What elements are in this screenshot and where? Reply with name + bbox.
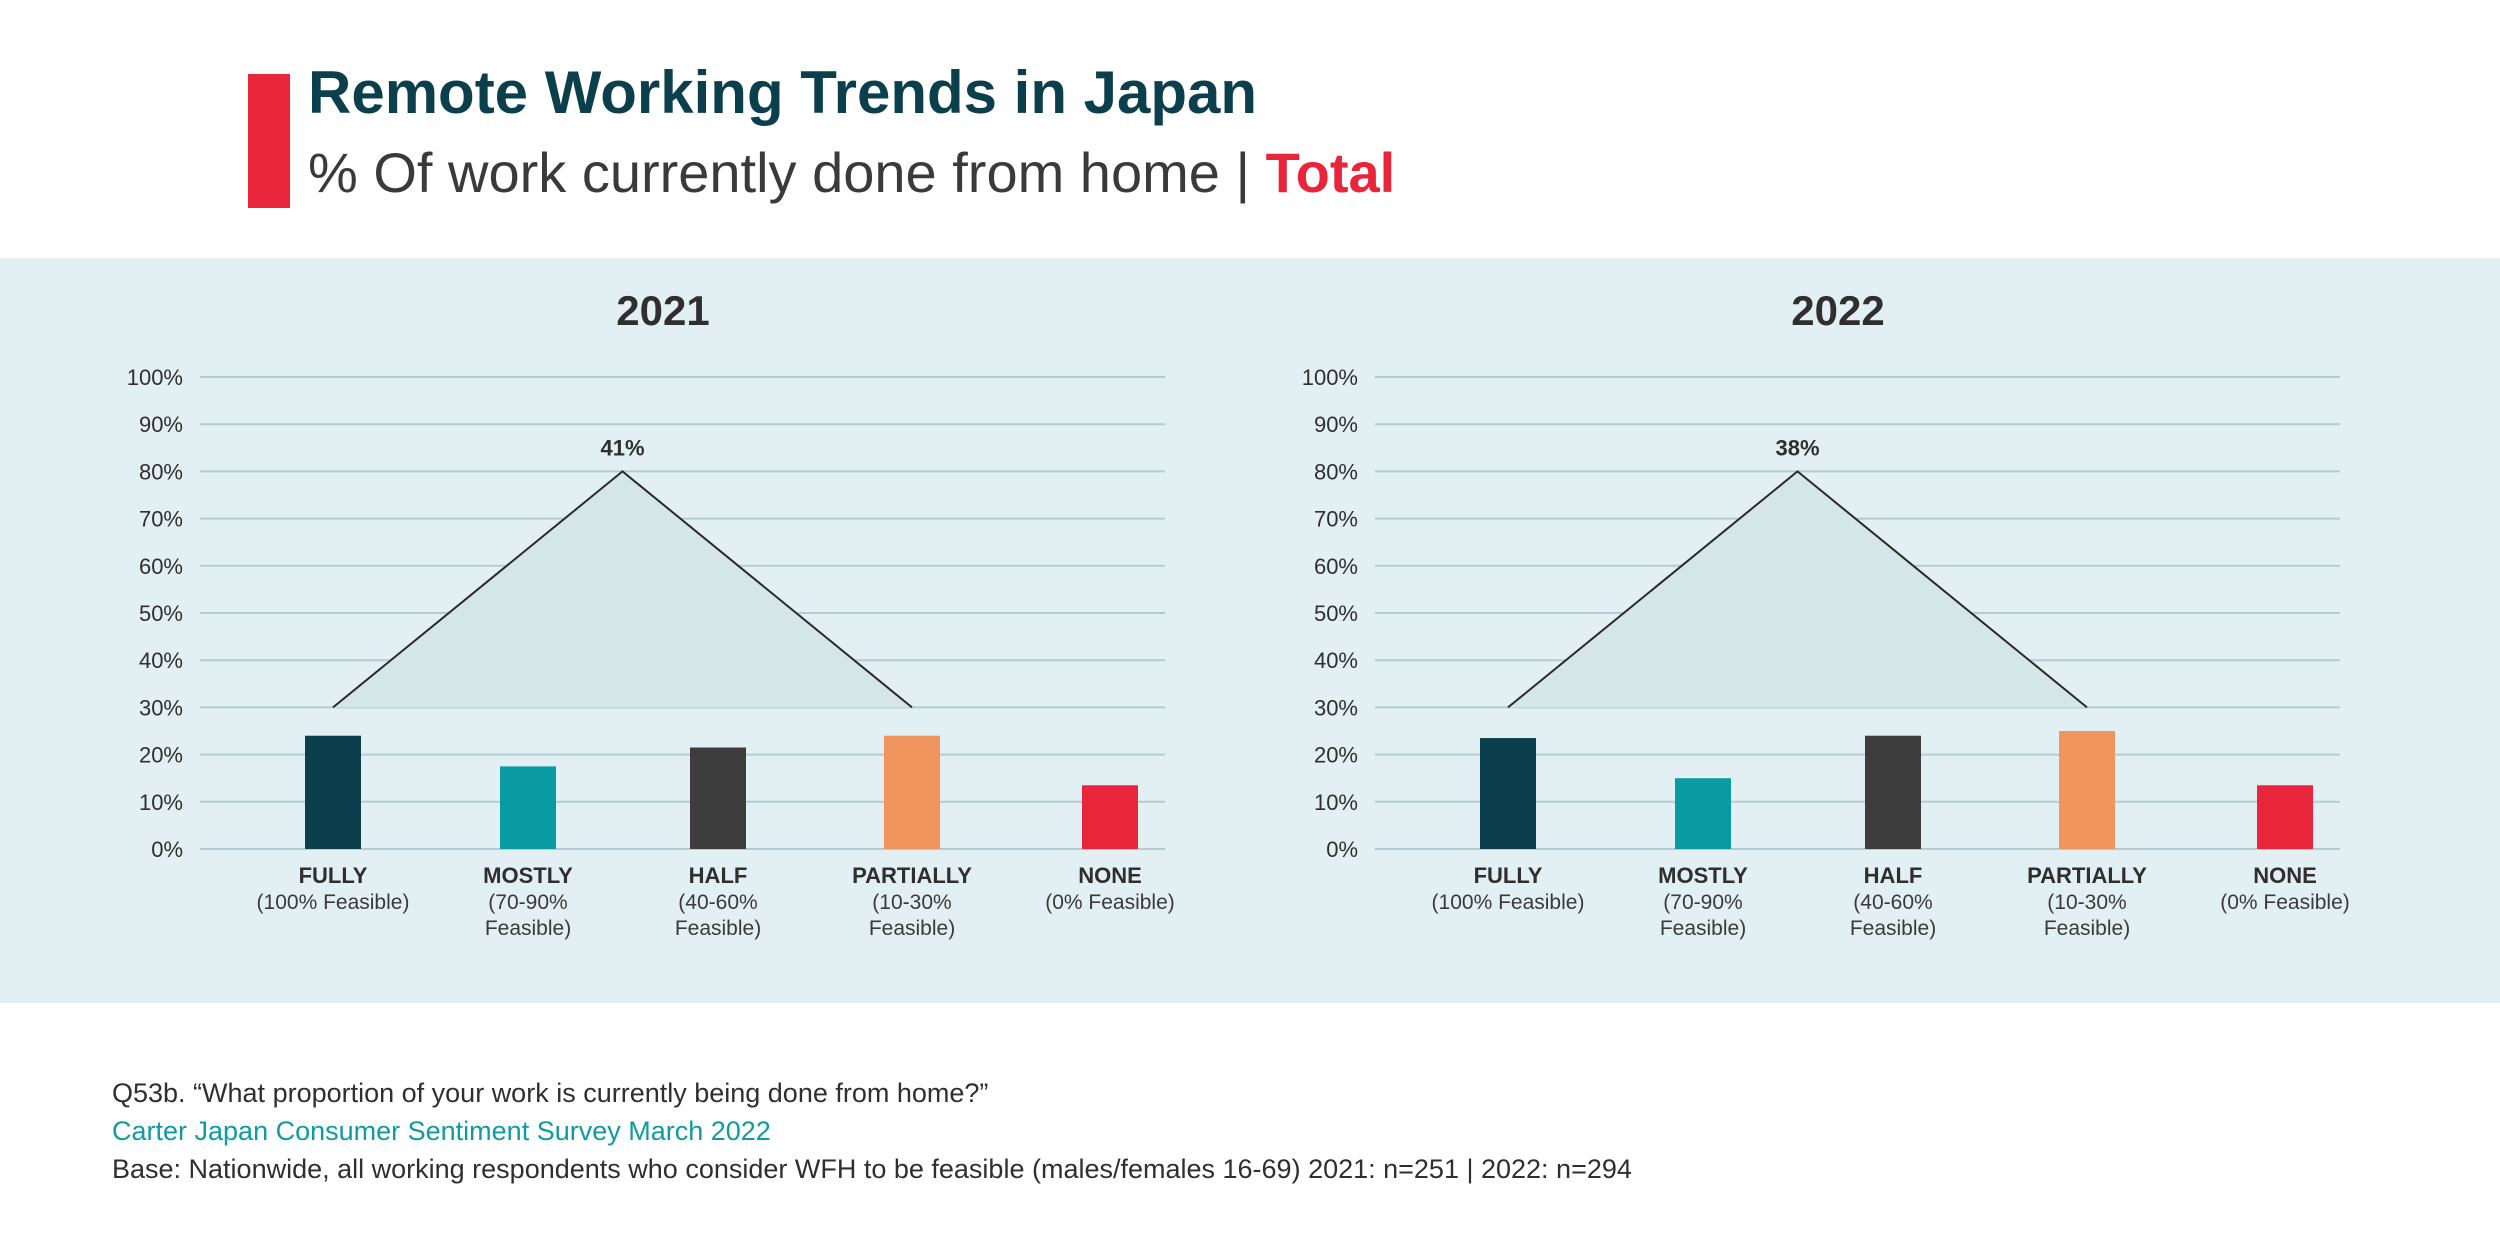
page-title: Remote Working Trends in Japan — [308, 59, 1258, 126]
y-tick-label: 50% — [139, 601, 183, 626]
annotation-label: 41% — [600, 435, 644, 460]
y-tick-label: 80% — [139, 459, 183, 484]
charts-area: 2021 0% 10% 20% 30% 40% 50% 60% 70% 80% 90% 100% 41%… — [127, 287, 2350, 940]
footer-notes: Q53b. “What proportion of your work is c… — [112, 1074, 1632, 1188]
x-category-sublabel: Feasible) — [869, 917, 955, 940]
y-tick-label: 70% — [139, 507, 183, 532]
x-category-label: PARTIALLY — [2027, 863, 2147, 888]
y-tick-label: 80% — [1314, 459, 1358, 484]
y-tick-label: 10% — [139, 790, 183, 815]
subtitle-main: % Of work currently done from home — [308, 141, 1220, 204]
x-category-sublabel: Feasible) — [2044, 917, 2130, 940]
x-category-sublabel: Feasible) — [1850, 917, 1936, 940]
y-tick-label: 30% — [1314, 695, 1358, 720]
survey-question: Q53b. “What proportion of your work is c… — [112, 1078, 989, 1108]
subtitle-highlight: Total — [1265, 141, 1396, 204]
chart-2021: 2021 0% 10% 20% 30% 40% 50% 60% 70% 80% 90% 100% 41%… — [127, 287, 1175, 940]
bar-half — [690, 747, 746, 849]
x-category-sublabel: (10-30% — [2047, 891, 2126, 914]
x-category-sublabel: (100% Feasible) — [257, 891, 410, 914]
y-tick-label: 90% — [1314, 412, 1358, 437]
x-category-label: NONE — [2253, 863, 2317, 888]
bar-mostly — [500, 766, 556, 849]
x-category-label: MOSTLY — [483, 863, 573, 888]
x-category-label: FULLY — [1474, 863, 1543, 888]
y-tick-label: 50% — [1314, 601, 1358, 626]
annotation-triangle-fill — [1508, 471, 2087, 708]
bar-fully — [1480, 738, 1536, 849]
chart-title: 2022 — [1791, 287, 1884, 334]
x-category-label: HALF — [1864, 863, 1923, 888]
subtitle-separator: | — [1235, 141, 1250, 204]
y-tick-label: 20% — [139, 743, 183, 768]
x-category-sublabel: Feasible) — [675, 917, 761, 940]
bar-half — [1865, 735, 1921, 849]
title-accent-bar — [248, 74, 290, 208]
x-category-sublabel: (10-30% — [872, 891, 951, 914]
annotation-triangle-outline — [332, 470, 913, 709]
survey-base: Base: Nationwide, all working respondent… — [112, 1154, 1632, 1184]
y-tick-label: 40% — [139, 648, 183, 673]
y-tick-label: 90% — [139, 412, 183, 437]
annotation-triangle-fill — [333, 471, 912, 708]
x-category-label: MOSTLY — [1658, 863, 1748, 888]
x-category-sublabel: (70-90% — [1663, 891, 1742, 914]
x-category-sublabel: (0% Feasible) — [2220, 891, 2350, 914]
header: Remote Working Trends in Japan % Of work… — [0, 0, 2500, 258]
y-tick-label: 70% — [1314, 507, 1358, 532]
survey-source: Carter Japan Consumer Sentiment Survey M… — [112, 1116, 771, 1146]
chart-title: 2021 — [616, 287, 709, 334]
x-category-sublabel: Feasible) — [485, 917, 571, 940]
y-tick-label: 60% — [1314, 554, 1358, 579]
y-tick-label: 0% — [151, 837, 183, 862]
y-tick-label: 0% — [1326, 837, 1358, 862]
y-tick-label: 60% — [139, 554, 183, 579]
x-category-sublabel: (0% Feasible) — [1045, 891, 1175, 914]
x-category-sublabel: (70-90% — [488, 891, 567, 914]
chart-band — [0, 258, 2500, 1003]
x-category-label: FULLY — [299, 863, 368, 888]
page-subtitle: % Of work currently done from home | Tot… — [308, 140, 1395, 205]
y-tick-label: 10% — [1314, 790, 1358, 815]
bar-none — [1082, 785, 1138, 849]
x-category-sublabel: (40-60% — [678, 891, 757, 914]
y-tick-label: 100% — [1302, 365, 1358, 390]
y-tick-label: 20% — [1314, 743, 1358, 768]
x-category-label: NONE — [1078, 863, 1142, 888]
bar-partially — [884, 735, 940, 849]
x-category-sublabel: Feasible) — [1660, 917, 1746, 940]
y-tick-label: 30% — [139, 695, 183, 720]
y-tick-label: 100% — [127, 365, 183, 390]
x-category-sublabel: (40-60% — [1853, 891, 1932, 914]
chart-2022: 2022 0% 10% 20% 30% 40% 50% 60% 70% 80% 90% 100% 38%… — [1302, 287, 2350, 940]
bar-partially — [2059, 731, 2115, 849]
annotation-label: 38% — [1775, 435, 1819, 460]
bar-fully — [305, 735, 361, 849]
x-category-label: HALF — [689, 863, 748, 888]
x-category-label: PARTIALLY — [852, 863, 972, 888]
y-tick-label: 40% — [1314, 648, 1358, 673]
annotation-triangle-outline — [1507, 470, 2088, 709]
bar-none — [2257, 785, 2313, 849]
bar-mostly — [1675, 778, 1731, 849]
x-category-sublabel: (100% Feasible) — [1432, 891, 1585, 914]
